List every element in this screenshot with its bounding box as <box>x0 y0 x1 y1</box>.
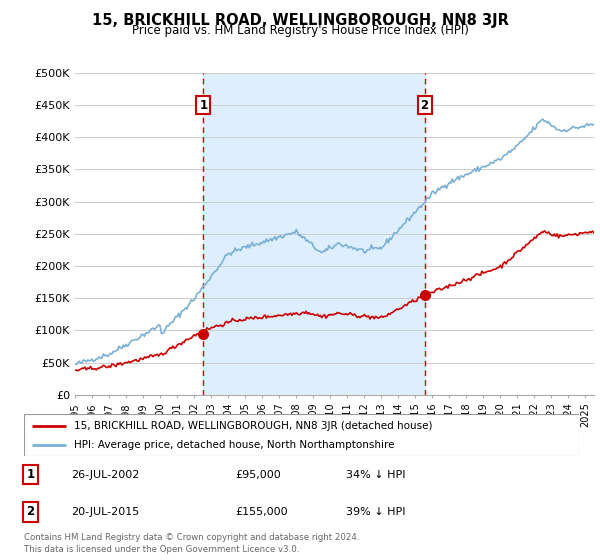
Text: 26-JUL-2002: 26-JUL-2002 <box>71 470 140 479</box>
Text: 15, BRICKHILL ROAD, WELLINGBOROUGH, NN8 3JR: 15, BRICKHILL ROAD, WELLINGBOROUGH, NN8 … <box>92 13 508 28</box>
Text: 39% ↓ HPI: 39% ↓ HPI <box>346 507 406 517</box>
Text: £95,000: £95,000 <box>235 470 281 479</box>
Text: 20-JUL-2015: 20-JUL-2015 <box>71 507 139 517</box>
Text: 1: 1 <box>199 99 208 111</box>
Text: Price paid vs. HM Land Registry's House Price Index (HPI): Price paid vs. HM Land Registry's House … <box>131 24 469 36</box>
Text: 15, BRICKHILL ROAD, WELLINGBOROUGH, NN8 3JR (detached house): 15, BRICKHILL ROAD, WELLINGBOROUGH, NN8 … <box>74 421 433 431</box>
Text: 2: 2 <box>421 99 429 111</box>
Text: 1: 1 <box>26 468 35 481</box>
Text: £155,000: £155,000 <box>235 507 287 517</box>
Bar <box>203 73 425 395</box>
Text: 2: 2 <box>26 505 35 518</box>
Text: HPI: Average price, detached house, North Northamptonshire: HPI: Average price, detached house, Nort… <box>74 440 394 450</box>
Text: 34% ↓ HPI: 34% ↓ HPI <box>346 470 406 479</box>
Text: Contains HM Land Registry data © Crown copyright and database right 2024.
This d: Contains HM Land Registry data © Crown c… <box>24 533 359 554</box>
